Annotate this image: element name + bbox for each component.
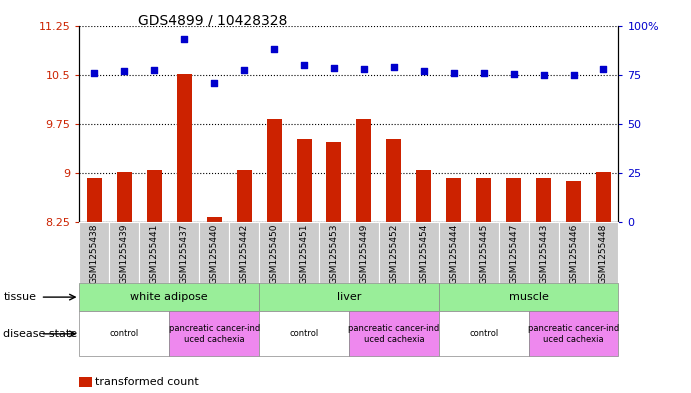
Point — [209, 79, 220, 86]
Bar — [79, 311, 169, 356]
Bar — [349, 311, 439, 356]
Bar — [319, 222, 349, 283]
Point — [508, 70, 519, 77]
Point — [238, 67, 249, 73]
Text: GSM1255449: GSM1255449 — [359, 224, 368, 284]
Text: GSM1255444: GSM1255444 — [449, 224, 458, 284]
Bar — [416, 170, 431, 222]
Bar — [596, 172, 611, 222]
Text: GSM1255440: GSM1255440 — [209, 224, 219, 284]
Bar — [229, 222, 259, 283]
Point — [568, 72, 579, 78]
Bar — [79, 222, 109, 283]
Text: GSM1255439: GSM1255439 — [120, 224, 129, 285]
Bar — [146, 170, 162, 222]
Text: GSM1255445: GSM1255445 — [479, 224, 489, 284]
Bar — [289, 222, 319, 283]
Text: GSM1255451: GSM1255451 — [299, 224, 309, 285]
Bar — [140, 222, 169, 283]
Bar — [169, 311, 259, 356]
Bar — [529, 222, 558, 283]
Text: white adipose: white adipose — [131, 292, 208, 302]
Bar — [589, 222, 618, 283]
Bar — [207, 217, 222, 222]
Bar — [439, 222, 468, 283]
Bar — [177, 74, 191, 222]
Bar — [506, 178, 521, 222]
Bar — [439, 283, 618, 311]
Bar — [529, 311, 618, 356]
Text: GSM1255448: GSM1255448 — [599, 224, 608, 284]
Text: GSM1255438: GSM1255438 — [90, 224, 99, 285]
Point — [478, 70, 489, 76]
Text: GSM1255447: GSM1255447 — [509, 224, 518, 284]
Point — [359, 66, 370, 72]
Bar — [259, 283, 439, 311]
Bar — [267, 119, 281, 222]
Bar — [558, 222, 589, 283]
Bar — [109, 222, 140, 283]
Text: control: control — [110, 329, 139, 338]
Bar — [409, 222, 439, 283]
Text: tissue: tissue — [3, 292, 37, 302]
Bar — [439, 311, 529, 356]
Text: pancreatic cancer-ind
uced cachexia: pancreatic cancer-ind uced cachexia — [169, 324, 260, 343]
Text: GSM1255441: GSM1255441 — [150, 224, 159, 284]
Bar — [349, 222, 379, 283]
Point — [388, 64, 399, 70]
Bar — [476, 178, 491, 222]
Text: GSM1255452: GSM1255452 — [389, 224, 399, 284]
Text: GSM1255450: GSM1255450 — [269, 224, 278, 285]
Text: pancreatic cancer-ind
uced cachexia: pancreatic cancer-ind uced cachexia — [528, 324, 619, 343]
Point — [328, 64, 339, 71]
Bar — [386, 139, 401, 222]
Bar — [169, 222, 199, 283]
Text: GSM1255454: GSM1255454 — [419, 224, 428, 284]
Point — [269, 46, 280, 52]
Point — [418, 68, 429, 74]
Text: transformed count: transformed count — [95, 377, 198, 387]
Bar — [79, 283, 259, 311]
Text: control: control — [469, 329, 498, 338]
Bar — [296, 139, 312, 222]
Bar — [468, 222, 499, 283]
Text: GSM1255443: GSM1255443 — [539, 224, 548, 284]
Point — [598, 66, 609, 72]
Text: GSM1255437: GSM1255437 — [180, 224, 189, 285]
Point — [179, 36, 190, 42]
Bar — [566, 182, 581, 222]
Point — [538, 72, 549, 78]
Text: GSM1255442: GSM1255442 — [240, 224, 249, 284]
Bar — [259, 311, 349, 356]
Text: control: control — [290, 329, 319, 338]
Bar — [357, 119, 371, 222]
Bar — [446, 178, 461, 222]
Bar — [236, 170, 252, 222]
Text: disease state: disease state — [3, 329, 77, 339]
Bar — [117, 172, 132, 222]
Text: GDS4899 / 10428328: GDS4899 / 10428328 — [138, 14, 287, 28]
Point — [299, 62, 310, 68]
Bar — [326, 142, 341, 222]
Bar — [199, 222, 229, 283]
Bar — [379, 222, 409, 283]
Text: pancreatic cancer-ind
uced cachexia: pancreatic cancer-ind uced cachexia — [348, 324, 439, 343]
Point — [119, 68, 130, 74]
Bar — [259, 222, 289, 283]
Text: liver: liver — [337, 292, 361, 302]
Text: muscle: muscle — [509, 292, 549, 302]
Point — [149, 67, 160, 73]
Bar — [87, 178, 102, 222]
Bar — [536, 178, 551, 222]
Text: GSM1255446: GSM1255446 — [569, 224, 578, 284]
Point — [89, 70, 100, 76]
Bar — [499, 222, 529, 283]
Text: GSM1255453: GSM1255453 — [330, 224, 339, 285]
Point — [448, 70, 460, 76]
